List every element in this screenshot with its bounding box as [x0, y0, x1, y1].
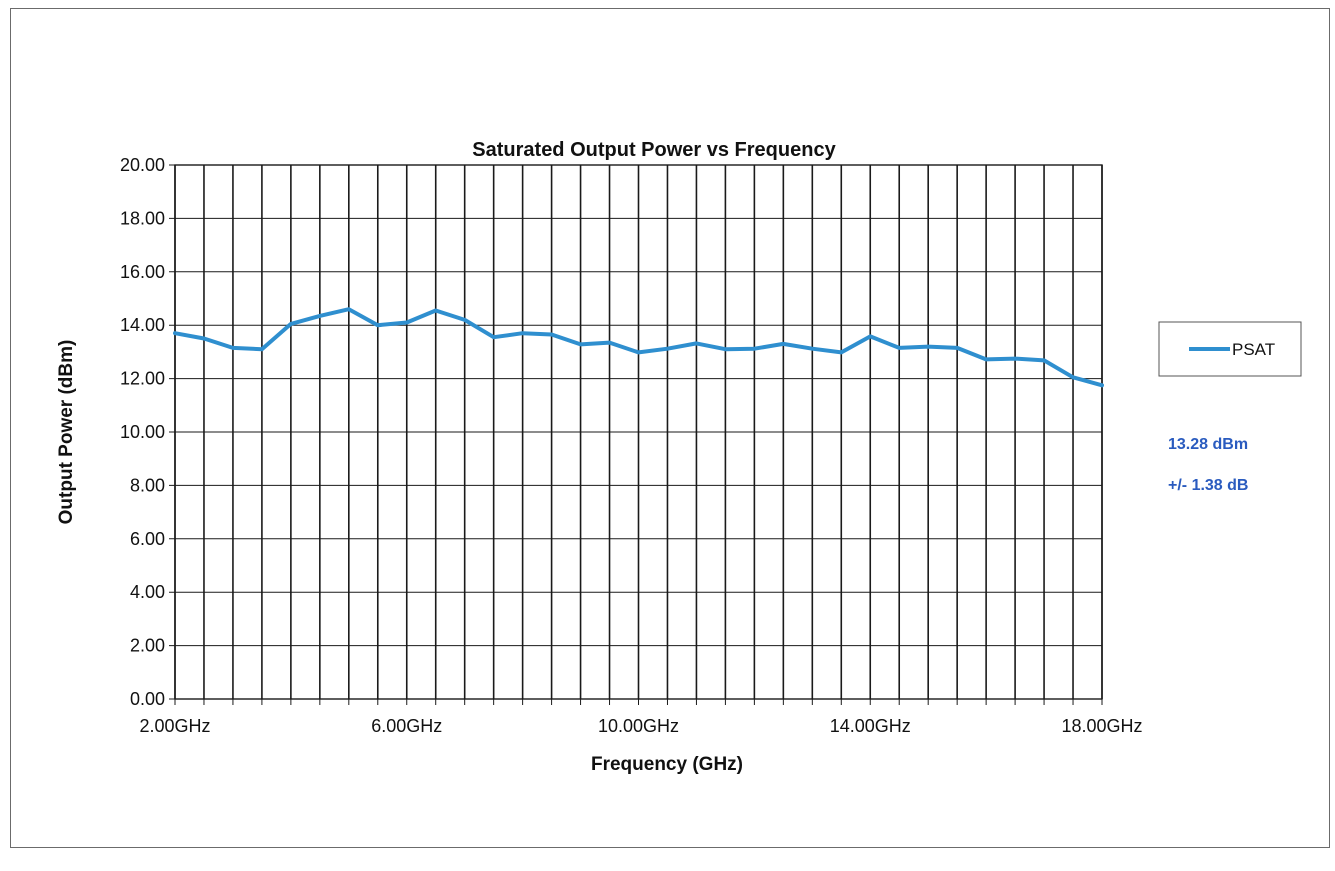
- y-tick-label: 14.00: [120, 315, 165, 335]
- y-tick-label: 18.00: [120, 208, 165, 228]
- legend-label-psat: PSAT: [1232, 340, 1275, 359]
- legend: PSAT: [1158, 321, 1302, 377]
- series-group: [173, 307, 1104, 388]
- y-axis-ticks: 0.00 2.00 4.00 6.00 8.00 10.00 12.00 14.00 16.00…: [120, 155, 165, 709]
- chart-frame: [10, 8, 1330, 848]
- x-axis-ticks: 2.00GHz 6.00GHz 10.00GHz 14.00GHz 18.00GHz: [139, 716, 1142, 736]
- y-tick-label: 20.00: [120, 155, 165, 175]
- x-tick-label: 2.00GHz: [139, 716, 210, 736]
- y-tick-label: 4.00: [130, 582, 165, 602]
- y-tick-label: 2.00: [130, 636, 165, 656]
- y-tick-label: 8.00: [130, 475, 165, 495]
- x-tick-label: 18.00GHz: [1061, 716, 1142, 736]
- plot-grid: [169, 164, 1103, 705]
- series-line-psat: [173, 307, 1104, 388]
- y-tick-label: 0.00: [130, 689, 165, 709]
- y-tick-label: 10.00: [120, 422, 165, 442]
- x-tick-label: 6.00GHz: [371, 716, 442, 736]
- y-tick-label: 6.00: [130, 529, 165, 549]
- y-axis-label: Output Power (dBm): [56, 340, 77, 525]
- x-axis-label: Frequency (GHz): [591, 754, 743, 775]
- y-tick-label: 16.00: [120, 262, 165, 282]
- flatness-annotation: +/- 1.38 dB: [1168, 477, 1248, 494]
- chart-title: Saturated Output Power vs Frequency: [472, 139, 836, 161]
- y-tick-label: 12.00: [120, 369, 165, 389]
- x-tick-label: 14.00GHz: [830, 716, 911, 736]
- x-tick-label: 10.00GHz: [598, 716, 679, 736]
- mean-power-annotation: 13.28 dBm: [1168, 436, 1248, 453]
